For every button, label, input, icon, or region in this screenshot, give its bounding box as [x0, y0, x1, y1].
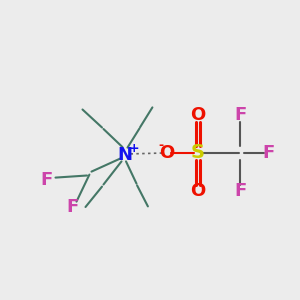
Text: -: -: [158, 139, 163, 152]
Text: O: O: [190, 106, 206, 124]
Text: F: F: [262, 144, 274, 162]
Text: F: F: [234, 182, 246, 200]
Text: S: S: [191, 143, 205, 163]
Text: F: F: [66, 198, 78, 216]
Text: F: F: [234, 106, 246, 124]
Text: O: O: [190, 182, 206, 200]
Text: +: +: [128, 142, 139, 155]
Text: F: F: [40, 171, 52, 189]
Text: N: N: [117, 146, 132, 164]
Text: O: O: [159, 144, 174, 162]
